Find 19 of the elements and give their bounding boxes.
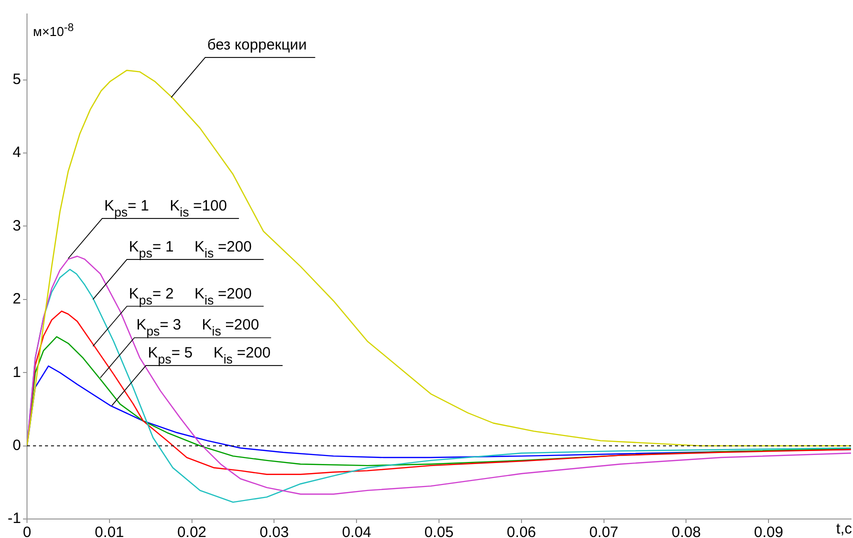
x-axis-title: t,с [836, 520, 852, 538]
y-tick-label: 4 [12, 144, 21, 162]
y-tick-label: 5 [12, 71, 21, 88]
x-tick-label: 0.04 [342, 524, 372, 538]
x-tick-label: 0.02 [177, 524, 206, 538]
y-tick-label: 3 [12, 217, 21, 234]
y-tick-label: 0 [12, 436, 21, 454]
x-tick-label: 0.08 [672, 524, 701, 538]
x-tick-label: 0.09 [754, 524, 784, 538]
x-tick-label: 0.03 [260, 524, 289, 538]
annotation: без коррекции [207, 36, 307, 54]
x-tick-label: 0.07 [589, 524, 618, 538]
x-tick-label: 0.06 [506, 524, 536, 538]
y-tick-label: -1 [8, 510, 21, 528]
y-tick-label: 2 [12, 290, 21, 308]
y-tick-label: 1 [12, 364, 21, 381]
x-tick-label: 0.01 [94, 524, 124, 538]
x-tick-label: 0.05 [424, 524, 454, 538]
x-tick-label: 0 [22, 524, 32, 538]
